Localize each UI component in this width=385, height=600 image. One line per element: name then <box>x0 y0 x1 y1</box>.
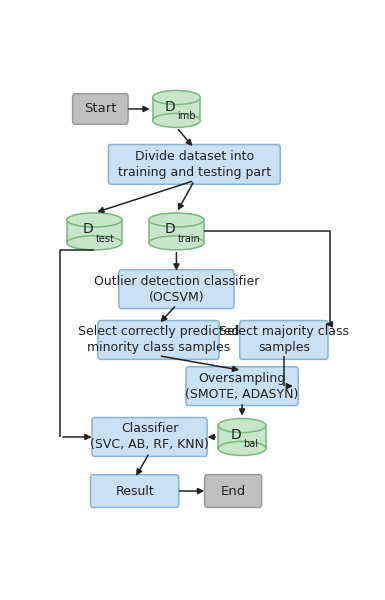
FancyBboxPatch shape <box>73 94 128 124</box>
FancyBboxPatch shape <box>119 270 234 308</box>
Ellipse shape <box>149 213 204 227</box>
Ellipse shape <box>218 442 266 455</box>
FancyBboxPatch shape <box>204 475 262 508</box>
Text: Classifier
(SVC, AB, RF, KNN): Classifier (SVC, AB, RF, KNN) <box>90 422 209 451</box>
Polygon shape <box>152 98 200 121</box>
Polygon shape <box>149 220 204 243</box>
Text: bal: bal <box>243 439 258 449</box>
Polygon shape <box>67 220 122 243</box>
Ellipse shape <box>67 236 122 250</box>
Ellipse shape <box>67 213 122 227</box>
Ellipse shape <box>152 113 200 127</box>
Text: Outlier detection classifier
(OCSVM): Outlier detection classifier (OCSVM) <box>94 275 259 304</box>
Text: Start: Start <box>84 103 117 115</box>
Text: D: D <box>231 428 241 442</box>
FancyBboxPatch shape <box>109 145 280 184</box>
Text: D: D <box>83 222 94 236</box>
Ellipse shape <box>152 91 200 104</box>
Text: Divide dataset into
training and testing part: Divide dataset into training and testing… <box>118 150 271 179</box>
Text: imb: imb <box>177 111 196 121</box>
Text: Select correctly predicted
minority class samples: Select correctly predicted minority clas… <box>78 325 239 355</box>
Ellipse shape <box>218 419 266 433</box>
Text: Select majority class
samples: Select majority class samples <box>219 325 349 355</box>
Text: D: D <box>165 100 176 113</box>
Text: D: D <box>165 222 176 236</box>
FancyBboxPatch shape <box>186 367 298 406</box>
FancyBboxPatch shape <box>240 320 328 359</box>
Polygon shape <box>218 425 266 448</box>
Text: train: train <box>177 233 200 244</box>
Text: Result: Result <box>115 485 154 497</box>
Ellipse shape <box>149 236 204 250</box>
FancyBboxPatch shape <box>92 418 207 457</box>
Text: Oversampling
(SMOTE, ADASYN): Oversampling (SMOTE, ADASYN) <box>186 371 299 401</box>
Text: End: End <box>221 485 246 497</box>
FancyBboxPatch shape <box>90 475 179 508</box>
Text: test: test <box>95 233 114 244</box>
FancyBboxPatch shape <box>98 320 219 359</box>
